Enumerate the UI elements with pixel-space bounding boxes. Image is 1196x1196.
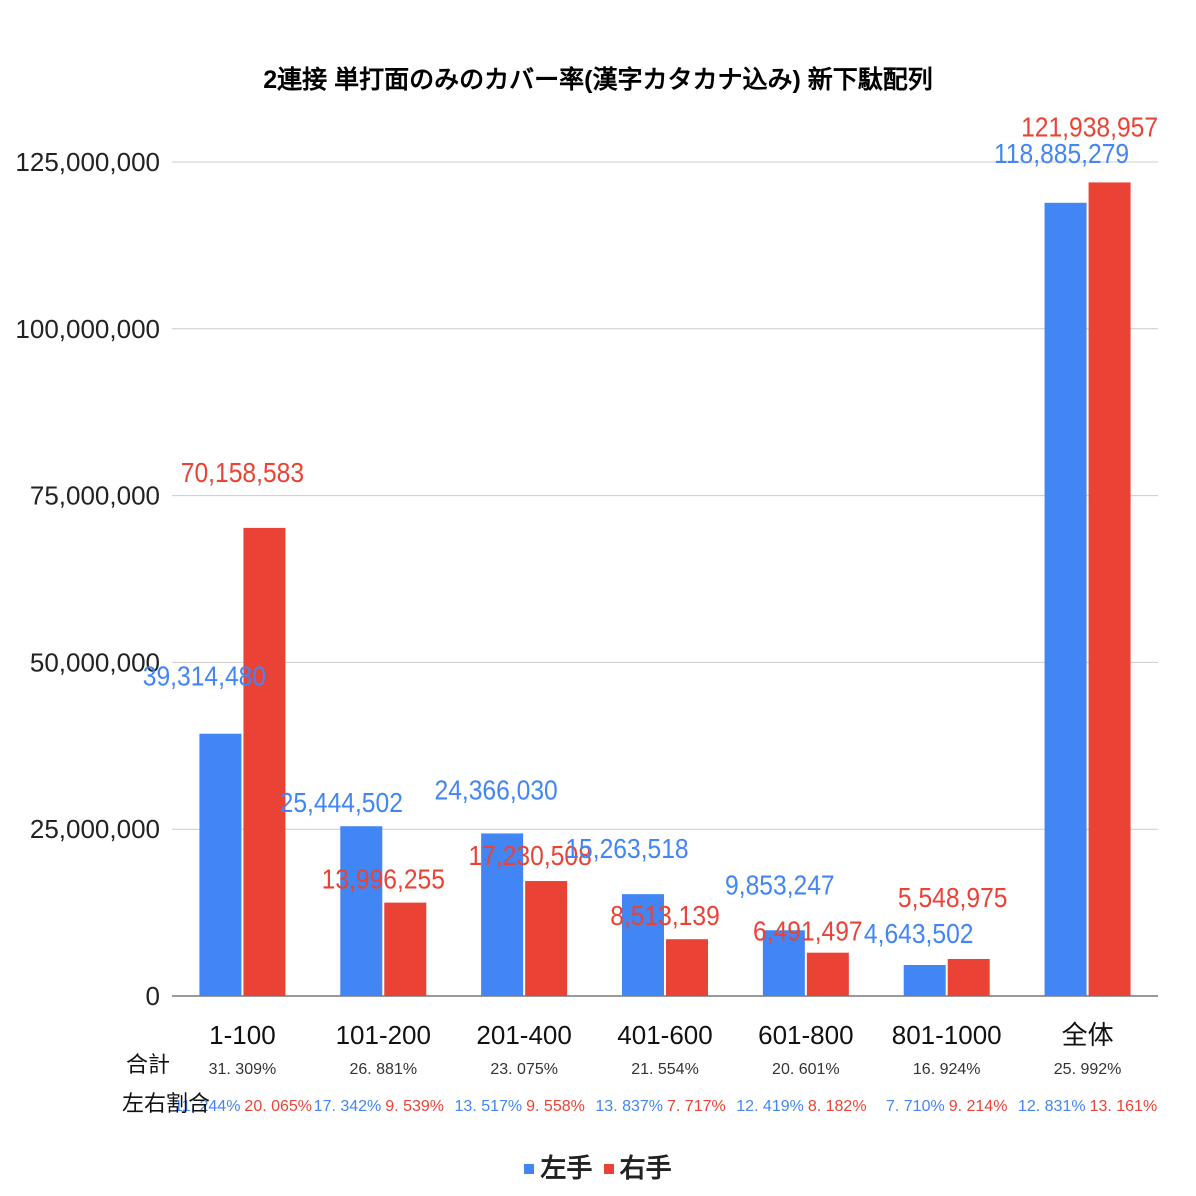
x-tick-label: 1-100: [209, 1020, 276, 1050]
data-label-left: 39,314,480: [143, 660, 266, 692]
bar-left: [481, 833, 524, 996]
y-tick-label: 100,000,000: [15, 314, 160, 344]
data-label-right: 70,158,583: [181, 456, 304, 488]
ratio-right: 9. 558%: [526, 1098, 585, 1115]
x-tick-label: 101-200: [336, 1020, 431, 1050]
bar-right: [666, 939, 708, 996]
x-tick-label: 801-1000: [892, 1020, 1002, 1050]
ratio-left: 11. 244%: [174, 1098, 240, 1115]
ratio-right: 20. 065%: [244, 1098, 312, 1115]
data-label-left: 15,263,518: [565, 833, 688, 865]
ratio-left: 17. 342%: [314, 1098, 382, 1115]
bar-left: [199, 733, 242, 996]
ratio-right: 9. 539%: [385, 1098, 444, 1115]
ratio-left: 12. 419%: [736, 1098, 804, 1115]
legend-item-right: 右手: [603, 1148, 672, 1185]
data-label-left: 4,643,502: [864, 918, 974, 950]
data-label-right: 5,548,975: [898, 881, 1008, 913]
row-label-ratio: 左右割合: [122, 1091, 210, 1116]
total-percent: 31. 309%: [209, 1061, 277, 1078]
legend-swatch-left: [524, 1164, 535, 1174]
ratio-right: 8. 182%: [808, 1098, 867, 1115]
bar-right: [525, 881, 568, 996]
total-percent: 20. 601%: [772, 1061, 840, 1078]
bar-right: [243, 527, 286, 996]
bar-right: [947, 958, 990, 996]
ratio-left: 7. 710%: [886, 1098, 945, 1115]
bar-right: [384, 902, 427, 996]
x-tick-label: 601-800: [758, 1020, 853, 1050]
ratio-right: 7. 717%: [667, 1098, 726, 1115]
ratio-right: 9. 214%: [949, 1098, 1008, 1115]
bar-left: [622, 894, 664, 996]
data-label-right: 121,938,957: [1021, 111, 1158, 143]
y-tick-label: 125,000,000: [15, 147, 160, 177]
x-tick-label: 全体: [1062, 1020, 1114, 1050]
data-label-left: 25,444,502: [280, 787, 403, 819]
data-label-left: 24,366,030: [435, 774, 558, 806]
bar-left: [1044, 202, 1087, 996]
chart-title: 2連接 単打面のみのカバー率(漢字カタカナ込み) 新下駄配列: [263, 66, 933, 94]
x-tick-label: 201-400: [476, 1020, 571, 1050]
data-label-right: 13,996,255: [322, 863, 445, 895]
ratio-left: 12. 831%: [1018, 1098, 1086, 1115]
y-tick-label: 25,000,000: [30, 814, 160, 844]
row-label-total: 合計: [126, 1052, 170, 1077]
data-label-right: 6,491,497: [753, 915, 863, 947]
legend-swatch-right: [603, 1164, 614, 1174]
bar-right: [1088, 182, 1131, 996]
total-percent: 25. 992%: [1054, 1061, 1122, 1078]
legend-item-left: 左手: [524, 1148, 592, 1185]
ratio-left: 13. 837%: [595, 1098, 663, 1115]
data-label-left: 118,885,279: [994, 137, 1129, 169]
x-tick-label: 401-600: [617, 1020, 712, 1050]
legend-label-right: 右手: [619, 1153, 672, 1183]
legend-label-left: 左手: [540, 1153, 593, 1183]
total-percent: 26. 881%: [349, 1061, 417, 1078]
data-label-left: 9,853,247: [725, 869, 835, 901]
legend: 左手 右手: [0, 1148, 1196, 1185]
total-percent: 21. 554%: [631, 1061, 699, 1078]
total-percent: 16. 924%: [913, 1061, 981, 1078]
total-percent: 23. 075%: [490, 1061, 558, 1078]
ratio-right: 13. 161%: [1090, 1098, 1158, 1115]
data-label-right: 8,513,139: [610, 900, 720, 932]
y-tick-label: 0: [146, 981, 160, 1011]
bar-left: [340, 826, 383, 996]
data-label-right: 17,230,508: [469, 840, 592, 872]
bar-right: [806, 952, 849, 996]
bar-left: [903, 965, 946, 996]
y-tick-label: 50,000,000: [30, 647, 160, 677]
bar-left: [762, 930, 805, 996]
y-tick-label: 75,000,000: [30, 481, 160, 511]
ratio-left: 13. 517%: [455, 1098, 523, 1115]
